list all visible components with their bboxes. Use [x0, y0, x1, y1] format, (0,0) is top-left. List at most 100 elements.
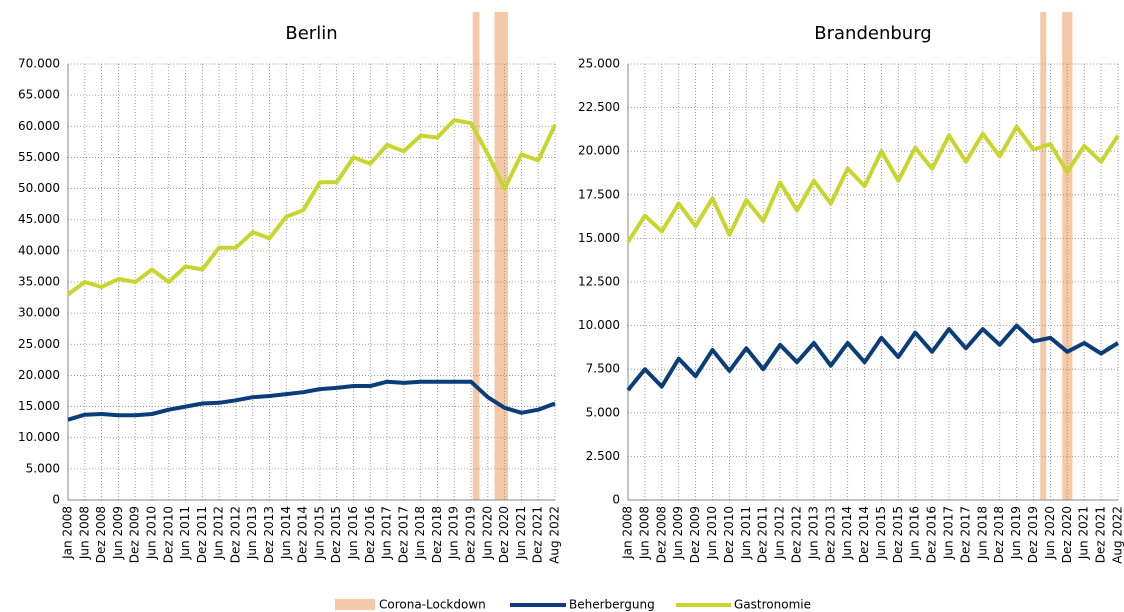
y-tick-label: 25.000: [18, 337, 60, 351]
x-tick-label: Jun 2020: [1043, 506, 1057, 560]
x-tick-label: Dez 2017: [396, 506, 410, 563]
x-tick-label: Dez 2008: [654, 506, 668, 563]
y-tick-label: 25.000: [578, 57, 620, 71]
x-tick-label: Dez 2011: [195, 506, 209, 563]
x-tick-label: Jun 2011: [178, 506, 192, 560]
x-tick-label: Dez 2010: [722, 506, 736, 563]
y-tick-label: 5.000: [26, 461, 60, 475]
x-tick-label: Jun 2014: [279, 506, 293, 560]
x-tick-label: Jun 2013: [245, 506, 259, 560]
x-tick-label: Dez 2008: [94, 506, 108, 563]
x-tick-label: Jun 2016: [346, 506, 360, 560]
legend-swatch-lockdown: [335, 599, 375, 610]
x-tick-label: Dez 2019: [1026, 506, 1040, 563]
x-tick-label: Jun 2018: [413, 506, 427, 560]
x-tick-label: Jan 2008: [621, 506, 635, 560]
y-tick-label: 20.000: [578, 144, 620, 158]
x-tick-label: Dez 2013: [823, 506, 837, 563]
x-tick-label: Dez 2009: [688, 506, 702, 563]
x-tick-label: Dez 2021: [1094, 506, 1108, 563]
x-tick-label: Dez 2017: [958, 506, 972, 563]
x-tick-label: Dez 2015: [891, 506, 905, 563]
y-tick-label: 20.000: [18, 368, 60, 382]
y-tick-label: 12.500: [578, 275, 620, 289]
x-tick-label: Jun 2009: [671, 506, 685, 560]
series-line: [67, 379, 556, 422]
chart-title: Berlin: [285, 23, 337, 44]
y-tick-label: 35.000: [18, 275, 60, 289]
y-tick-label: 40.000: [18, 243, 60, 257]
x-tick-label: Jun 2010: [705, 506, 719, 560]
x-tick-label: Jun 2009: [111, 506, 125, 560]
y-tick-label: 30.000: [18, 306, 60, 320]
lockdown-band: [472, 12, 480, 500]
y-tick-label: 70.000: [18, 57, 60, 71]
series-line: [626, 323, 1120, 392]
y-tick-label: 7.500: [586, 362, 620, 376]
x-tick-label: Dez 2012: [228, 506, 242, 563]
x-tick-label: Jun 2017: [380, 506, 394, 560]
y-tick-label: 55.000: [18, 150, 60, 164]
lockdown-band: [1040, 12, 1047, 500]
x-tick-label: Dez 2014: [857, 506, 871, 563]
x-tick-label: Jun 2011: [739, 506, 753, 560]
x-tick-label: Dez 2020: [497, 506, 511, 563]
x-tick-label: Dez 2014: [296, 506, 310, 563]
x-tick-label: Jun 2010: [144, 506, 158, 560]
x-tick-label: Dez 2009: [128, 506, 142, 563]
x-tick-label: Jun 2014: [840, 506, 854, 560]
x-tick-label: Dez 2021: [531, 506, 545, 563]
x-tick-label: Dez 2018: [992, 506, 1006, 563]
y-tick-label: 0: [612, 493, 620, 507]
y-tick-label: 2.500: [586, 449, 620, 463]
x-tick-label: Dez 2016: [363, 506, 377, 563]
y-tick-label: 5.000: [586, 405, 620, 419]
y-tick-label: 10.000: [18, 430, 60, 444]
x-tick-label: Jun 2016: [908, 506, 922, 560]
x-tick-label: Jun 2012: [773, 506, 787, 560]
x-tick-label: Aug 2022: [548, 506, 562, 564]
x-tick-label: Jun 2021: [514, 506, 528, 560]
x-tick-label: Jun 2013: [806, 506, 820, 560]
x-tick-label: Jun 2019: [447, 506, 461, 560]
y-tick-label: 65.000: [18, 88, 60, 102]
y-tick-label: 10.000: [578, 318, 620, 332]
lockdown-band: [494, 12, 508, 500]
x-tick-label: Jun 2021: [1077, 506, 1091, 560]
x-tick-label: Dez 2013: [262, 506, 276, 563]
x-tick-label: Aug 2022: [1111, 506, 1124, 564]
x-tick-label: Dez 2016: [925, 506, 939, 563]
x-tick-label: Jan 2008: [61, 506, 75, 560]
y-tick-label: 0: [52, 493, 60, 507]
chart-title: Brandenburg: [814, 23, 931, 44]
x-tick-label: Dez 2019: [464, 506, 478, 563]
x-tick-label: Dez 2020: [1060, 506, 1074, 563]
y-tick-label: 22.500: [578, 100, 620, 114]
x-tick-label: Jun 2008: [77, 506, 91, 560]
x-tick-label: Jun 2018: [975, 506, 989, 560]
legend-label: Corona-Lockdown: [379, 598, 486, 612]
x-tick-label: Dez 2012: [789, 506, 803, 563]
x-tick-label: Jun 2015: [874, 506, 888, 560]
x-tick-label: Dez 2011: [756, 506, 770, 563]
y-tick-label: 45.000: [18, 212, 60, 226]
y-tick-label: 15.000: [578, 231, 620, 245]
series-line: [66, 118, 557, 297]
y-tick-label: 17.500: [578, 187, 620, 201]
y-tick-label: 50.000: [18, 181, 60, 195]
x-tick-label: Jun 2015: [312, 506, 326, 560]
x-tick-label: Jun 2012: [212, 506, 226, 560]
x-tick-label: Jun 2019: [1009, 506, 1023, 560]
legend-label: Gastronomie: [734, 598, 811, 612]
y-tick-label: 15.000: [18, 399, 60, 413]
x-tick-label: Dez 2010: [161, 506, 175, 563]
x-tick-label: Dez 2018: [430, 506, 444, 563]
y-tick-label: 60.000: [18, 119, 60, 133]
x-tick-label: Jun 2008: [637, 506, 651, 560]
x-tick-label: Jun 2020: [480, 506, 494, 560]
legend-label: Beherbergung: [569, 598, 655, 612]
x-tick-label: Dez 2015: [329, 506, 343, 563]
x-tick-label: Jun 2017: [942, 506, 956, 560]
series-line: [626, 124, 1120, 243]
